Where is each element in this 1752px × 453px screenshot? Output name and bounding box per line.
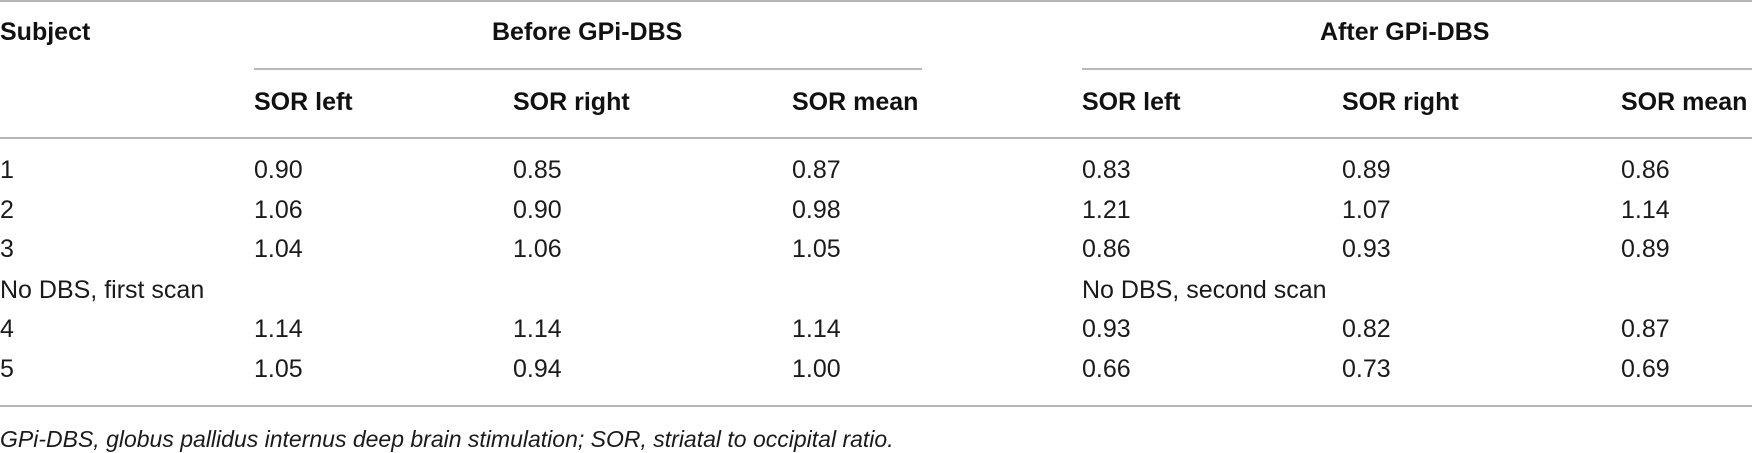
row-5-after-sor-right: 0.73 bbox=[1342, 355, 1391, 383]
row-5-after-sor-mean: 0.69 bbox=[1621, 355, 1670, 383]
row-5-before-sor-left: 1.05 bbox=[254, 355, 303, 383]
row-2-before-sor-right: 0.90 bbox=[513, 196, 562, 224]
row-3-before-sor-left: 1.04 bbox=[254, 235, 303, 263]
row-1-before-sor-mean: 0.87 bbox=[792, 156, 841, 184]
top-rule bbox=[0, 0, 1752, 2]
row-1-before-sor-right: 0.85 bbox=[513, 156, 562, 184]
row-1-after-sor-left: 0.83 bbox=[1082, 156, 1131, 184]
subhead-before-sor-left: SOR left bbox=[254, 88, 353, 116]
row-2-after-sor-left: 1.21 bbox=[1082, 196, 1131, 224]
row-1-before-sor-left: 0.90 bbox=[254, 156, 303, 184]
row-2-before-sor-mean: 0.98 bbox=[792, 196, 841, 224]
row-1-after-sor-mean: 0.86 bbox=[1621, 156, 1670, 184]
row-2-after-sor-mean: 1.14 bbox=[1621, 196, 1670, 224]
header-after-group: After GPi-DBS bbox=[1320, 18, 1490, 46]
row-4-after-sor-left: 0.93 bbox=[1082, 315, 1131, 343]
subhead-after-sor-left: SOR left bbox=[1082, 88, 1181, 116]
bottom-rule bbox=[0, 405, 1752, 407]
row-2-subject: 2 bbox=[0, 196, 14, 224]
row-5-before-sor-mean: 1.00 bbox=[792, 355, 841, 383]
row-4-subject: 4 bbox=[0, 315, 14, 343]
row-4-before-sor-right: 1.14 bbox=[513, 315, 562, 343]
row-4-before-sor-mean: 1.14 bbox=[792, 315, 841, 343]
header-subject: Subject bbox=[0, 18, 91, 46]
row-3-after-sor-mean: 0.89 bbox=[1621, 235, 1670, 263]
after-group-rule bbox=[1082, 68, 1752, 70]
subhead-after-sor-right: SOR right bbox=[1342, 88, 1459, 116]
table-footnote: GPi-DBS, globus pallidus internus deep b… bbox=[0, 426, 894, 452]
row-5-after-sor-left: 0.66 bbox=[1082, 355, 1131, 383]
row-4-after-sor-mean: 0.87 bbox=[1621, 315, 1670, 343]
row-4-after-sor-right: 0.82 bbox=[1342, 315, 1391, 343]
subhead-after-sor-mean: SOR mean bbox=[1621, 88, 1748, 116]
row-3-subject: 3 bbox=[0, 235, 14, 263]
row-3-after-sor-right: 0.93 bbox=[1342, 235, 1391, 263]
subhead-before-sor-right: SOR right bbox=[513, 88, 630, 116]
row-4-before-sor-left: 1.14 bbox=[254, 315, 303, 343]
header-before-group: Before GPi-DBS bbox=[492, 18, 683, 46]
before-group-rule bbox=[254, 68, 922, 70]
row-1-subject: 1 bbox=[0, 156, 14, 184]
row-1-after-sor-right: 0.89 bbox=[1342, 156, 1391, 184]
row-2-before-sor-left: 1.06 bbox=[254, 196, 303, 224]
row-2-after-sor-right: 1.07 bbox=[1342, 196, 1391, 224]
section-note-before: No DBS, first scan bbox=[0, 276, 205, 304]
header-rule bbox=[0, 137, 1752, 139]
row-3-after-sor-left: 0.86 bbox=[1082, 235, 1131, 263]
subhead-before-sor-mean: SOR mean bbox=[792, 88, 919, 116]
section-note-after: No DBS, second scan bbox=[1082, 276, 1327, 304]
row-3-before-sor-right: 1.06 bbox=[513, 235, 562, 263]
row-3-before-sor-mean: 1.05 bbox=[792, 235, 841, 263]
row-5-subject: 5 bbox=[0, 355, 14, 383]
row-5-before-sor-right: 0.94 bbox=[513, 355, 562, 383]
